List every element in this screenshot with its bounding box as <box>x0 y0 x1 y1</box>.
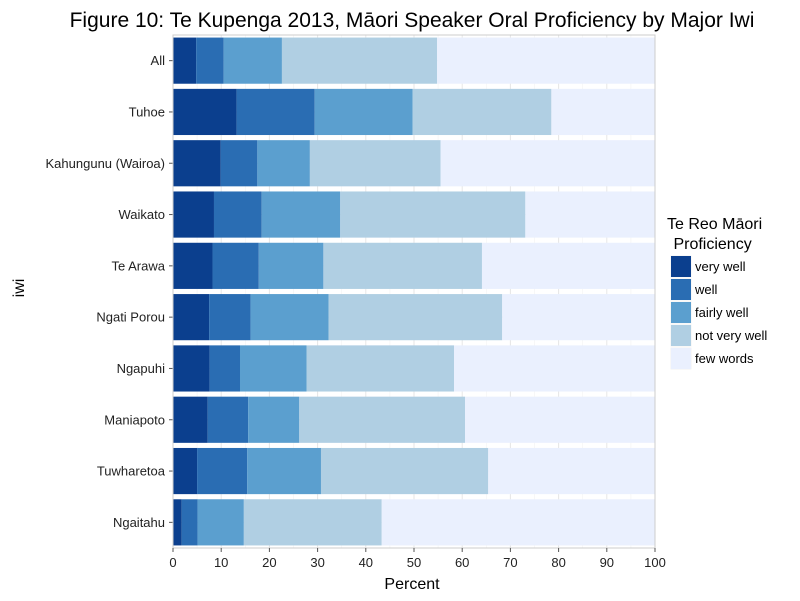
y-tick-label: Tuwharetoa <box>97 464 166 479</box>
bar-segment <box>213 191 262 238</box>
bar-segment <box>340 191 526 238</box>
bar-segment <box>525 191 655 238</box>
bar-segment <box>309 140 441 187</box>
legend-swatch <box>671 302 691 323</box>
bar-segment <box>299 396 466 443</box>
legend-label: well <box>694 282 718 297</box>
x-tick-label: 100 <box>644 555 666 570</box>
x-axis-title: Percent <box>384 576 440 593</box>
bar-segment <box>257 140 310 187</box>
y-tick-label: Te Arawa <box>112 258 166 273</box>
bar-segment <box>207 396 249 443</box>
bar-segment <box>323 242 482 289</box>
x-tick-label: 10 <box>214 555 228 570</box>
bar-segment <box>454 345 655 392</box>
bar-segment <box>306 345 455 392</box>
bar-segment <box>173 242 213 289</box>
bar-segment <box>481 242 655 289</box>
bar-segment <box>314 88 413 136</box>
legend: Te Reo Māori Proficiency very well well fa… <box>667 216 767 371</box>
x-tick-label: 50 <box>407 555 421 570</box>
bar-segment <box>250 294 329 341</box>
x-tick-label: 20 <box>262 555 276 570</box>
bar-segment <box>223 37 282 84</box>
legend-title-line2: Proficiency <box>669 236 752 253</box>
bar-segment <box>173 396 208 443</box>
y-tick-label: Tuhoe <box>129 104 165 119</box>
legend-label: fairly well <box>695 305 749 320</box>
legend-swatch <box>671 279 691 300</box>
x-tick-label: 30 <box>310 555 324 570</box>
bar-segment <box>239 345 307 392</box>
legend-title-line1: Te Reo Māori <box>667 216 762 233</box>
bar-segment <box>197 499 244 546</box>
legend-swatch <box>671 325 691 346</box>
x-tick-label: 70 <box>503 555 517 570</box>
bar-segment <box>173 37 197 84</box>
bar-segment <box>551 88 655 136</box>
x-tick-label: 0 <box>169 555 176 570</box>
bar-segment <box>173 447 198 495</box>
bar-segment <box>465 396 655 443</box>
legend-label: not very well <box>695 328 767 343</box>
bar-segment <box>437 37 655 84</box>
bar-segment <box>440 140 655 187</box>
y-tick-label: All <box>151 53 166 68</box>
legend-label: few words <box>695 351 754 366</box>
bar-segment <box>248 396 300 443</box>
y-tick-label: Kahungunu (Wairoa) <box>46 156 165 171</box>
bar-segment <box>488 447 655 495</box>
bar-segment <box>220 140 258 187</box>
bar-segment <box>281 37 438 84</box>
bar-segment <box>236 88 315 136</box>
y-tick-label: Ngati Porou <box>96 310 165 325</box>
legend-label: very well <box>695 259 746 274</box>
bar-segment <box>196 37 224 84</box>
bar-segment <box>381 499 655 546</box>
y-tick-label: Ngapuhi <box>117 361 166 376</box>
bar-segment <box>247 447 321 495</box>
y-tick-label: Waikato <box>119 207 165 222</box>
bar-segment <box>243 499 382 546</box>
bar-segment <box>502 294 655 341</box>
bar-segment <box>181 499 198 546</box>
chart-title: Figure 10: Te Kupenga 2013, Māori Speake… <box>70 9 755 32</box>
y-tick-label: Maniapoto <box>104 412 165 427</box>
bar-segment <box>173 88 237 136</box>
bar-segment <box>173 294 210 341</box>
bar-segment <box>173 140 221 187</box>
x-tick-label: 90 <box>600 555 614 570</box>
legend-swatch <box>671 348 691 369</box>
y-axis-title: iwi <box>11 279 28 298</box>
bar-segment <box>412 88 552 136</box>
x-tick-label: 60 <box>455 555 469 570</box>
legend-swatch <box>671 256 691 277</box>
bar-segment <box>173 499 182 546</box>
bar-segment <box>173 345 210 392</box>
x-tick-label: 80 <box>551 555 565 570</box>
plot-area: All Tuhoe Kahungunu (Wairoa) Waikato Te Araw… <box>46 34 666 570</box>
bar-segment <box>320 447 489 495</box>
bar-segment <box>209 294 251 341</box>
bar-segment <box>209 345 240 392</box>
bar-segment <box>261 191 341 238</box>
bar-segment <box>328 294 503 341</box>
bar-segment <box>197 447 248 495</box>
y-tick-label: Ngaitahu <box>113 515 165 530</box>
x-tick-label: 40 <box>359 555 373 570</box>
bar-segment <box>258 242 324 289</box>
bar-segment <box>212 242 259 289</box>
bar-segment <box>173 191 214 238</box>
